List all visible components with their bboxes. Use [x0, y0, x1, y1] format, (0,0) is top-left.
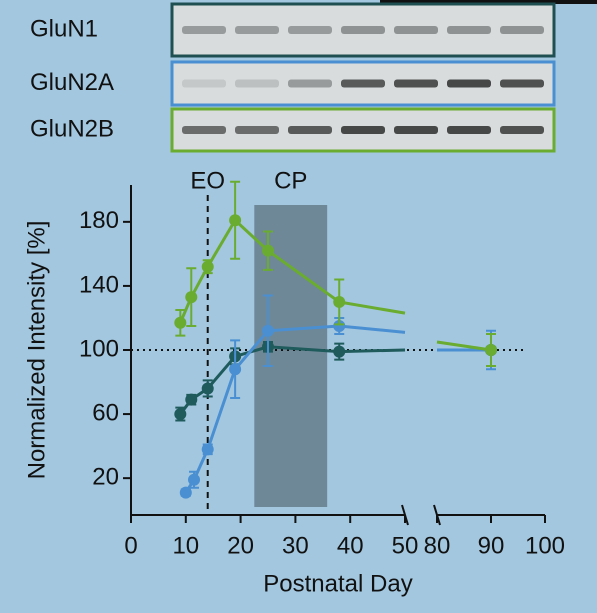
marker [179, 486, 192, 499]
y-tick-label: 100 [79, 335, 119, 362]
axis-break [401, 504, 441, 526]
marker [185, 393, 198, 406]
band [235, 26, 279, 34]
band [288, 126, 332, 134]
band [394, 79, 438, 88]
x-tick-label: 20 [227, 532, 254, 559]
band [182, 26, 226, 34]
marker [185, 291, 198, 304]
band [394, 26, 438, 34]
marker [201, 382, 214, 395]
x-tick-label: 30 [282, 532, 309, 559]
y-tick-label: 180 [79, 207, 119, 234]
y-tick-label: 60 [92, 399, 119, 426]
band [394, 126, 438, 134]
marker [262, 324, 274, 337]
band [182, 79, 226, 88]
band [288, 26, 332, 34]
marker [333, 319, 346, 332]
x-tick-label: 10 [172, 532, 199, 559]
marker [333, 345, 346, 358]
series-line [179, 345, 491, 415]
marker [201, 260, 214, 273]
marker [229, 214, 242, 227]
band [447, 126, 491, 134]
blots: GluN1 GluN2A GluN2B [30, 2, 556, 153]
marker [229, 363, 242, 376]
band [182, 126, 226, 134]
y-tick-label: 140 [79, 271, 119, 298]
blot-edge [380, 0, 597, 4]
band [341, 26, 385, 34]
x-tick-label: 80 [424, 532, 451, 559]
band [447, 79, 491, 88]
marker [174, 408, 187, 421]
x-tick-label: 0 [124, 532, 137, 559]
y-tick-label: 20 [92, 463, 119, 490]
band [500, 26, 544, 34]
marker [485, 344, 497, 356]
marker [262, 244, 274, 257]
blot-label: GluN1 [30, 15, 98, 42]
band [288, 79, 332, 88]
band [341, 79, 385, 88]
band [447, 26, 491, 34]
blot-label: GluN2B [30, 115, 114, 142]
annotation: EO [190, 167, 225, 194]
band [235, 126, 279, 134]
x-axis-title: Postnatal Day [263, 570, 412, 597]
annotation: CP [274, 167, 307, 194]
x-tick-label: 100 [525, 532, 565, 559]
marker [174, 316, 187, 329]
band [500, 79, 544, 88]
blot-box [170, 2, 556, 58]
y-axis-title: Normalized Intensity [%] [23, 221, 50, 480]
chart: EO CP 20 60 100 140 180 0 10 20 30 40 50 80 90 100 Postn… [23, 167, 565, 597]
x-tick-label: 90 [478, 532, 505, 559]
x-tick-label: 50 [392, 532, 419, 559]
x-tick-label: 40 [337, 532, 364, 559]
marker [188, 473, 201, 486]
band [500, 126, 544, 134]
blot-label: GluN2A [30, 69, 114, 96]
marker [201, 443, 214, 456]
marker [333, 295, 346, 308]
band [341, 126, 385, 134]
band [235, 79, 279, 88]
